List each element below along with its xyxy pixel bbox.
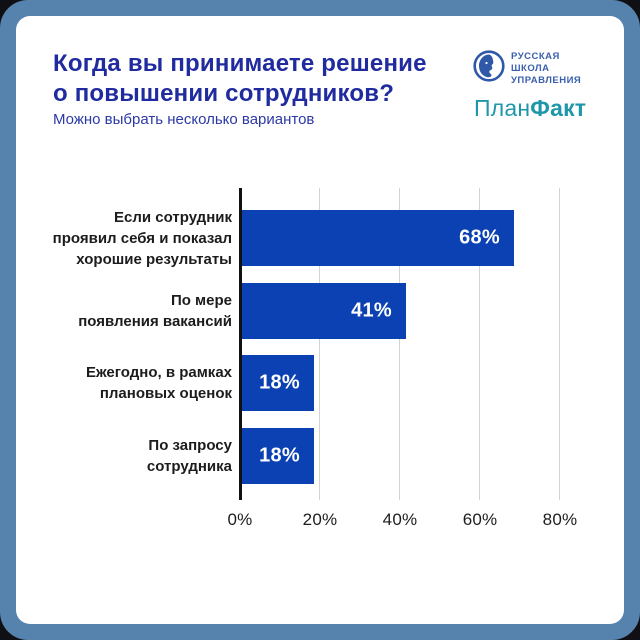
category-labels: Если сотрудник проявил себя и показал хоро… (36, 188, 232, 500)
category-label-line: сотрудника (146, 458, 232, 475)
bar-value-label: 68% (459, 226, 500, 249)
x-axis-ticks: 0% 20% 40% 60% 80% (228, 510, 600, 534)
category-label-line: Если сотрудник (114, 208, 232, 226)
page-title: Когда вы принимаете решение о повышении … (53, 49, 427, 109)
bar-value-label: 18% (259, 444, 300, 467)
category-label: Ежегодно, в рамках плановых оценок (36, 355, 232, 411)
rsu-logo-icon (473, 50, 505, 87)
x-tick-label: 0% (227, 510, 253, 529)
category-label-line: плановых оценок (99, 385, 232, 402)
category-label-line: хорошие результаты (76, 250, 232, 268)
category-label-line: проявил себя и показал (52, 229, 232, 247)
gridline (319, 188, 321, 500)
bar-value-label: 18% (259, 371, 300, 394)
page-title-line1: Когда вы принимаете решение (53, 50, 427, 77)
category-label-line: Ежегодно, в рамках (85, 364, 232, 381)
planfact-logo-part1: План (474, 95, 531, 121)
category-label-line: По мере (170, 292, 232, 309)
x-tick-label: 40% (382, 510, 418, 529)
rsu-logo-text-line2: ШКОЛА (511, 62, 550, 74)
gridline (559, 188, 561, 500)
category-label: Если сотрудник проявил себя и показал хоро… (36, 208, 232, 268)
page-subtitle: Можно выбрать несколько вариантов (53, 111, 315, 128)
planfact-logo-part2: Факт (530, 95, 587, 121)
page-title-line2: о повышении сотрудников? (53, 80, 395, 107)
bar: 18% (242, 428, 314, 484)
x-tick-label: 20% (302, 510, 338, 529)
bar: 41% (242, 283, 406, 339)
rsu-logo: РУССКАЯ ШКОЛА УПРАВЛЕНИЯ (473, 50, 581, 87)
rsu-logo-text: РУССКАЯ ШКОЛА УПРАВЛЕНИЯ (511, 51, 581, 87)
x-tick-label: 60% (462, 510, 498, 529)
bar: 18% (242, 355, 314, 411)
category-label-line: По запросу (148, 437, 232, 454)
gridline (479, 188, 481, 500)
bar: 68% (242, 210, 514, 266)
rsu-logo-text-line1: РУССКАЯ (511, 50, 560, 62)
planfact-logo: ПланФакт (474, 95, 586, 121)
bar-value-label: 41% (351, 299, 392, 322)
infographic-card: Когда вы принимаете решение о повышении … (16, 16, 624, 624)
category-label-line: появления вакансий (78, 313, 232, 330)
plot-area: 68% 41% 18% 18% (239, 188, 600, 500)
category-label: По мере появления вакансий (36, 283, 232, 339)
gridline (399, 188, 401, 500)
x-tick-label: 80% (542, 510, 578, 529)
category-label: По запросу сотрудника (36, 428, 232, 484)
y-axis-line (239, 188, 242, 500)
rsu-logo-text-line3: УПРАВЛЕНИЯ (511, 74, 582, 86)
